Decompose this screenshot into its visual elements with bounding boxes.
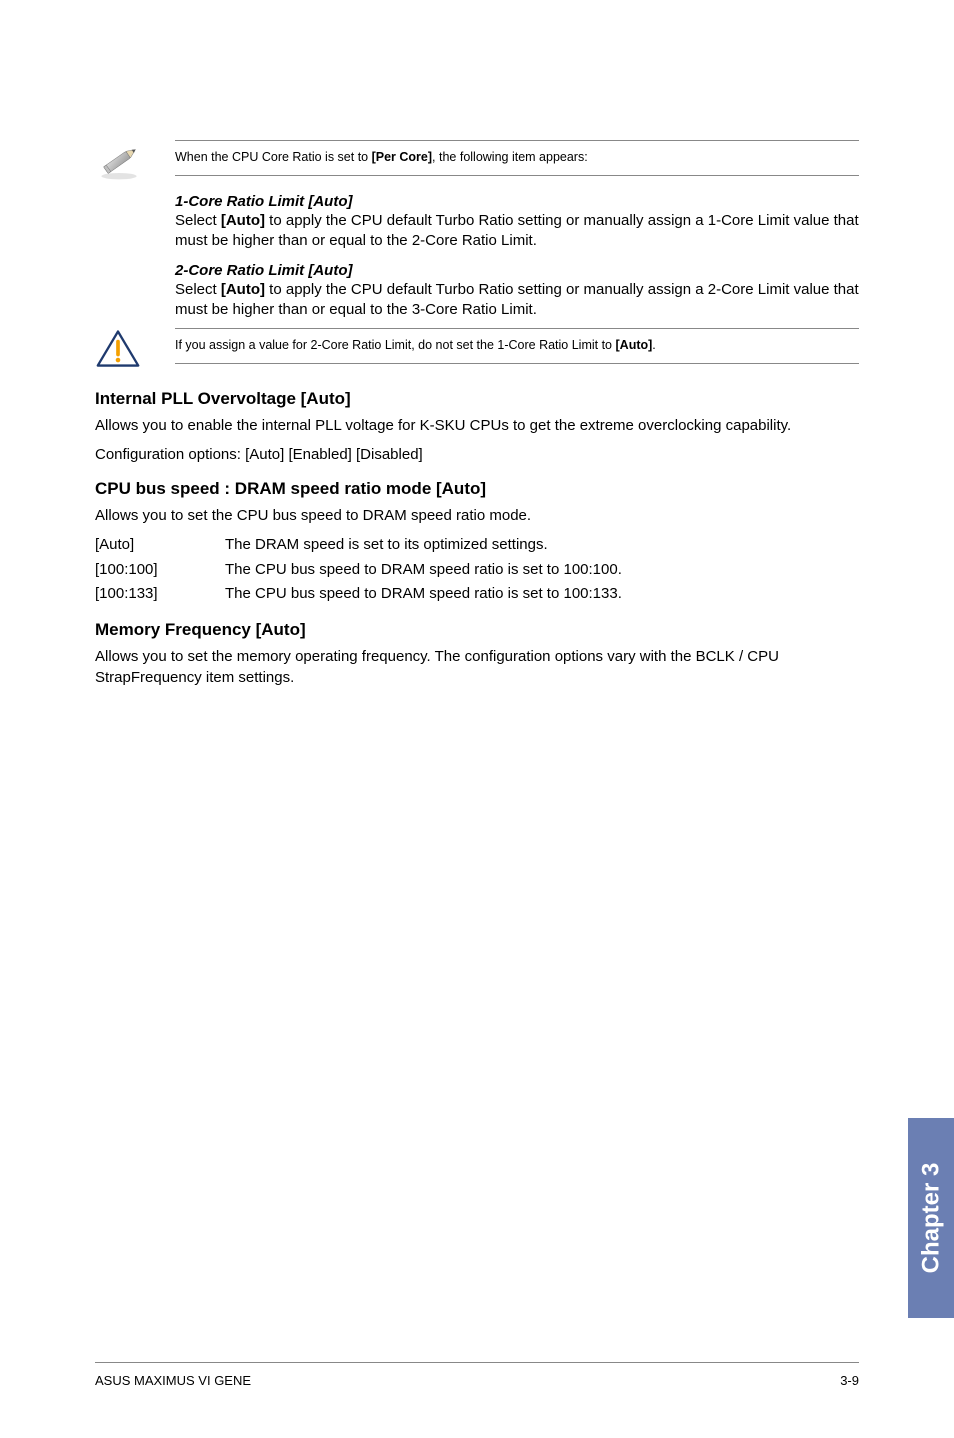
footer-product: ASUS MAXIMUS VI GENE	[95, 1373, 251, 1388]
internal-pll-heading: Internal PLL Overvoltage [Auto]	[95, 389, 859, 409]
cpu-bus-options: [Auto] The DRAM speed is set to its opti…	[95, 534, 859, 606]
option-row: [100:100] The CPU bus speed to DRAM spee…	[95, 559, 859, 582]
warning-note-row: If you assign a value for 2-Core Ratio L…	[95, 328, 859, 375]
option-val: The DRAM speed is set to its optimized s…	[225, 534, 859, 557]
ratio-limit-2-body: Select [Auto] to apply the CPU default T…	[175, 280, 859, 321]
memory-freq-heading: Memory Frequency [Auto]	[95, 620, 859, 640]
option-val: The CPU bus speed to DRAM speed ratio is…	[225, 559, 859, 582]
footer-page-number: 3-9	[840, 1373, 859, 1388]
option-key: [100:100]	[95, 559, 225, 582]
chapter-tab: Chapter 3	[908, 1118, 954, 1318]
option-row: [Auto] The DRAM speed is set to its opti…	[95, 534, 859, 557]
warning-icon	[95, 328, 175, 375]
ratio-limit-1-title: 1-Core Ratio Limit [Auto]	[175, 193, 859, 210]
internal-pll-body2: Configuration options: [Auto] [Enabled] …	[95, 444, 859, 465]
cpu-bus-body: Allows you to set the CPU bus speed to D…	[95, 505, 859, 526]
pencil-icon	[95, 140, 175, 187]
memory-freq-body: Allows you to set the memory operating f…	[95, 646, 859, 688]
chapter-tab-label: Chapter 3	[917, 1163, 945, 1274]
ratio-limit-1: 1-Core Ratio Limit [Auto] Select [Auto] …	[175, 193, 859, 320]
internal-pll-body1: Allows you to enable the internal PLL vo…	[95, 415, 859, 436]
ratio-limit-2-title: 2-Core Ratio Limit [Auto]	[175, 262, 859, 279]
pencil-note-row: When the CPU Core Ratio is set to [Per C…	[95, 140, 859, 187]
option-key: [Auto]	[95, 534, 225, 557]
option-row: [100:133] The CPU bus speed to DRAM spee…	[95, 583, 859, 606]
pencil-note-text: When the CPU Core Ratio is set to [Per C…	[175, 140, 859, 176]
option-val: The CPU bus speed to DRAM speed ratio is…	[225, 583, 859, 606]
cpu-bus-heading: CPU bus speed : DRAM speed ratio mode [A…	[95, 479, 859, 499]
page-footer: ASUS MAXIMUS VI GENE 3-9	[95, 1362, 859, 1388]
warning-note-text: If you assign a value for 2-Core Ratio L…	[175, 328, 859, 364]
ratio-limit-1-body: Select [Auto] to apply the CPU default T…	[175, 211, 859, 252]
option-key: [100:133]	[95, 583, 225, 606]
